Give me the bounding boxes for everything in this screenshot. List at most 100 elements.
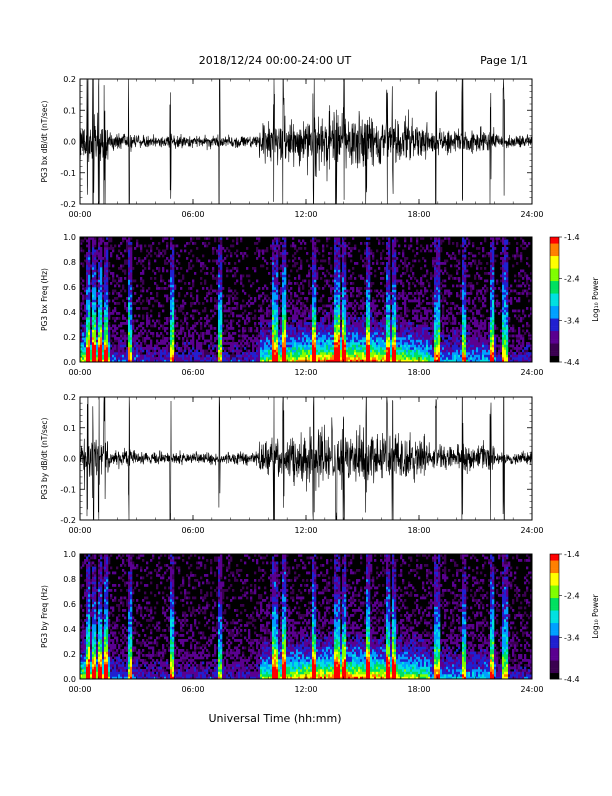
- heatmap-cell: [92, 347, 94, 350]
- heatmap-cell: [192, 345, 194, 348]
- heatmap-cell: [398, 345, 400, 348]
- heatmap-cell: [306, 355, 308, 358]
- heatmap-cell: [284, 320, 286, 323]
- heatmap-cell: [352, 317, 354, 320]
- heatmap-cell: [420, 245, 422, 248]
- heatmap-cell: [350, 347, 352, 350]
- heatmap-cell: [114, 330, 116, 333]
- heatmap-cell: [300, 357, 302, 360]
- heatmap-cell: [250, 330, 252, 333]
- heatmap-cell: [310, 340, 312, 343]
- heatmap-cell: [296, 355, 298, 358]
- heatmap-cell: [394, 267, 396, 270]
- heatmap-cell: [212, 355, 214, 358]
- heatmap-cell: [368, 327, 370, 330]
- heatmap-cell: [136, 300, 138, 303]
- heatmap-cell: [392, 242, 394, 245]
- heatmap-cell: [376, 305, 378, 308]
- heatmap-cell: [352, 320, 354, 323]
- heatmap-cell: [288, 290, 290, 293]
- heatmap-cell: [352, 347, 354, 350]
- heatmap-cell: [308, 312, 310, 315]
- heatmap-cell: [400, 280, 402, 283]
- heatmap-cell: [312, 305, 314, 308]
- heatmap-cell: [118, 292, 120, 295]
- heatmap-cell: [370, 340, 372, 343]
- heatmap-cell: [362, 300, 364, 303]
- heatmap-cell: [392, 265, 394, 268]
- heatmap-cell: [274, 312, 276, 315]
- heatmap-cell: [200, 327, 202, 330]
- heatmap-cell: [100, 282, 102, 285]
- heatmap-cell: [388, 312, 390, 315]
- heatmap-cell: [342, 260, 344, 263]
- heatmap-cell: [232, 307, 234, 310]
- heatmap-cell: [298, 355, 300, 358]
- heatmap-cell: [310, 312, 312, 315]
- heatmap-cell: [290, 282, 292, 285]
- heatmap-cell: [172, 335, 174, 338]
- heatmap-cell: [152, 355, 154, 358]
- heatmap-cell: [276, 250, 278, 253]
- heatmap-cell: [422, 342, 424, 345]
- heatmap-cell: [220, 332, 222, 335]
- heatmap-cell: [282, 272, 284, 275]
- heatmap-cell: [404, 262, 406, 265]
- heatmap-cell: [180, 267, 182, 270]
- heatmap-cell: [266, 327, 268, 330]
- heatmap-cell: [104, 317, 106, 320]
- heatmap-cell: [370, 310, 372, 313]
- heatmap-cell: [366, 300, 368, 303]
- heatmap-cell: [122, 300, 124, 303]
- heatmap-cell: [316, 330, 318, 333]
- heatmap-cell: [328, 252, 330, 255]
- heatmap-cell: [266, 355, 268, 358]
- heatmap-cell: [384, 267, 386, 270]
- heatmap-cell: [332, 335, 334, 338]
- heatmap-cell: [396, 320, 398, 323]
- heatmap-cell: [372, 350, 374, 353]
- heatmap-cell: [370, 335, 372, 338]
- heatmap-cell: [346, 345, 348, 348]
- heatmap-cell: [274, 332, 276, 335]
- heatmap-cell: [298, 285, 300, 288]
- heatmap-cell: [184, 345, 186, 348]
- heatmap-cell: [264, 340, 266, 343]
- heatmap-cell: [140, 250, 142, 253]
- heatmap-cell: [412, 337, 414, 340]
- heatmap-cell: [158, 355, 160, 358]
- heatmap-cell: [286, 325, 288, 328]
- heatmap-cell: [86, 287, 88, 290]
- heatmap-cell: [334, 337, 336, 340]
- heatmap-cell: [372, 300, 374, 303]
- heatmap-cell: [416, 317, 418, 320]
- heatmap-cell: [358, 337, 360, 340]
- heatmap-cell: [242, 352, 244, 355]
- heatmap-cell: [308, 272, 310, 275]
- heatmap-cell: [112, 280, 114, 283]
- heatmap-cell: [98, 312, 100, 315]
- heatmap-cell: [342, 310, 344, 313]
- heatmap-cell: [288, 325, 290, 328]
- heatmap-cell: [280, 292, 282, 295]
- heatmap-cell: [98, 277, 100, 280]
- heatmap-cell: [98, 340, 100, 343]
- heatmap-cell: [106, 352, 108, 355]
- heatmap-cell: [226, 270, 228, 273]
- heatmap-cell: [318, 342, 320, 345]
- heatmap-cell: [234, 295, 236, 298]
- heatmap-cell: [368, 297, 370, 300]
- heatmap-cell: [358, 320, 360, 323]
- heatmap-cell: [100, 262, 102, 265]
- heatmap-cell: [406, 267, 408, 270]
- heatmap-cell: [330, 287, 332, 290]
- heatmap-cell: [342, 327, 344, 330]
- heatmap-cell: [128, 250, 130, 253]
- heatmap-cell: [116, 327, 118, 330]
- heatmap-cell: [370, 350, 372, 353]
- heatmap-cell: [130, 357, 132, 360]
- heatmap-cell: [278, 312, 280, 315]
- heatmap-cell: [88, 342, 90, 345]
- heatmap-cell: [192, 337, 194, 340]
- heatmap-cell: [276, 300, 278, 303]
